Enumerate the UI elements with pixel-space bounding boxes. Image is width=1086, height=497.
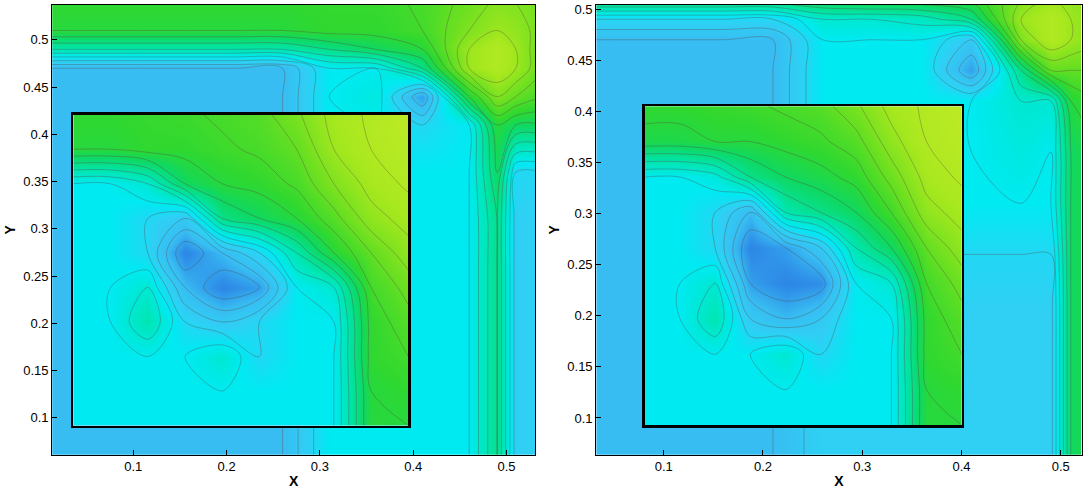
svg-text:0.2: 0.2 xyxy=(30,316,48,331)
svg-text:0.3: 0.3 xyxy=(575,206,593,221)
svg-text:0.5: 0.5 xyxy=(497,459,515,474)
svg-text:0.1: 0.1 xyxy=(124,459,142,474)
svg-text:0.4: 0.4 xyxy=(404,459,422,474)
svg-text:0.45: 0.45 xyxy=(23,80,48,95)
svg-text:Y: Y xyxy=(2,225,18,235)
svg-text:0.3: 0.3 xyxy=(30,221,48,236)
svg-text:0.5: 0.5 xyxy=(30,32,48,47)
svg-text:0.25: 0.25 xyxy=(23,269,48,284)
svg-text:X: X xyxy=(834,473,844,489)
svg-text:0.5: 0.5 xyxy=(575,2,593,17)
svg-text:0.45: 0.45 xyxy=(567,53,592,68)
svg-text:X: X xyxy=(289,473,299,489)
svg-text:0.15: 0.15 xyxy=(567,359,592,374)
svg-text:0.4: 0.4 xyxy=(952,459,970,474)
svg-text:0.25: 0.25 xyxy=(567,257,592,272)
svg-text:0.35: 0.35 xyxy=(23,174,48,189)
svg-text:0.1: 0.1 xyxy=(30,410,48,425)
svg-text:0.1: 0.1 xyxy=(575,411,593,426)
svg-text:0.4: 0.4 xyxy=(30,127,48,142)
svg-text:0.3: 0.3 xyxy=(311,459,329,474)
svg-text:0.15: 0.15 xyxy=(23,363,48,378)
svg-text:0.35: 0.35 xyxy=(567,155,592,170)
svg-text:0.1: 0.1 xyxy=(655,459,673,474)
svg-text:0.2: 0.2 xyxy=(575,308,593,323)
svg-text:0.5: 0.5 xyxy=(1052,459,1070,474)
svg-text:0.2: 0.2 xyxy=(754,459,772,474)
svg-text:0.2: 0.2 xyxy=(218,459,236,474)
svg-text:0.3: 0.3 xyxy=(853,459,871,474)
svg-text:0.4: 0.4 xyxy=(575,104,593,119)
svg-text:Y: Y xyxy=(546,225,562,235)
